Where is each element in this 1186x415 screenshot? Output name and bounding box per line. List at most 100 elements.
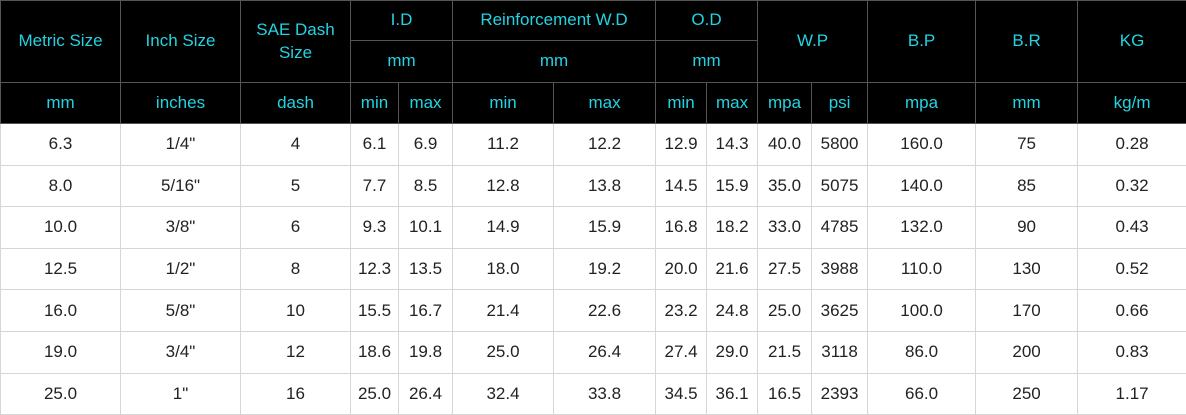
unit-cell: min <box>655 82 708 124</box>
data-cell: 12 <box>240 330 351 374</box>
data-row: 6.3 1/4" 4 6.1 6.9 11.2 12.2 12.9 14.3 40.0 5800 16… <box>0 123 1186 166</box>
unit-cell: mpa <box>867 82 977 124</box>
data-cell: 5075 <box>811 164 869 208</box>
data-cell: 8 <box>240 247 351 291</box>
data-cell: 100.0 <box>867 289 977 332</box>
header-row: mm mm mm <box>1 40 1186 83</box>
unit-cell: psi <box>811 82 869 124</box>
data-cell: 12.9 <box>655 123 708 166</box>
data-cell: 1/4" <box>120 123 241 166</box>
unit-cell: max <box>706 82 759 124</box>
data-cell: 12.3 <box>350 247 399 291</box>
data-cell: 32.4 <box>452 372 555 415</box>
data-cell: 132.0 <box>867 206 977 249</box>
header-unit: mm <box>452 40 657 83</box>
data-cell: 12.2 <box>553 123 657 166</box>
header-cell: B.R <box>975 0 1079 83</box>
data-row: 10.0 3/8" 6 9.3 10.1 14.9 15.9 16.8 18.2 33.0 4785… <box>0 206 1186 249</box>
units-row: mm inches dash min max min max min max mpa psi mpa m… <box>0 82 1186 124</box>
data-cell: 11.2 <box>452 123 555 166</box>
data-cell: 20.0 <box>655 247 708 291</box>
data-cell: 16.7 <box>397 289 454 332</box>
data-cell: 15.9 <box>706 164 759 208</box>
unit-cell: mpa <box>757 82 813 124</box>
header-cell: W.P <box>757 0 869 83</box>
header-cell: KG <box>1077 0 1186 83</box>
header-unit: mm <box>655 40 759 83</box>
data-cell: 19.2 <box>553 247 657 291</box>
data-cell: 4 <box>240 123 351 166</box>
data-cell: 0.43 <box>1077 206 1186 249</box>
data-cell: 0.83 <box>1077 330 1186 374</box>
data-cell: 25.0 <box>0 372 121 415</box>
data-cell: 15.9 <box>553 206 657 249</box>
header-unit: mm <box>349 40 454 83</box>
unit-cell: inches <box>120 82 241 124</box>
data-cell: 24.8 <box>706 289 759 332</box>
data-cell: 0.32 <box>1077 164 1186 208</box>
data-cell: 170 <box>975 289 1079 332</box>
data-cell: 23.2 <box>655 289 708 332</box>
data-cell: 9.3 <box>350 206 399 249</box>
header-cell: SAE Dash Size <box>240 0 351 83</box>
data-cell: 18.2 <box>706 206 759 249</box>
unit-cell: min <box>350 82 399 124</box>
data-cell: 21.6 <box>706 247 759 291</box>
data-cell: 130 <box>975 247 1079 291</box>
data-cell: 6.1 <box>350 123 399 166</box>
data-cell: 14.3 <box>706 123 759 166</box>
data-cell: 3988 <box>811 247 869 291</box>
data-cell: 16.0 <box>0 289 121 332</box>
data-cell: 250 <box>975 372 1079 415</box>
data-cell: 29.0 <box>706 330 759 374</box>
data-cell: 21.5 <box>757 330 813 374</box>
data-cell: 36.1 <box>706 372 759 415</box>
data-cell: 90 <box>975 206 1079 249</box>
unit-cell: max <box>397 82 454 124</box>
data-cell: 27.4 <box>655 330 708 374</box>
data-cell: 160.0 <box>867 123 977 166</box>
data-cell: 1/2" <box>120 247 241 291</box>
data-cell: 21.4 <box>452 289 555 332</box>
data-cell: 16.5 <box>757 372 813 415</box>
data-cell: 33.8 <box>553 372 657 415</box>
header-cell: B.P <box>867 0 977 83</box>
data-cell: 5/8" <box>120 289 241 332</box>
data-cell: 40.0 <box>757 123 813 166</box>
data-cell: 3/4" <box>120 330 241 374</box>
data-cell: 13.5 <box>397 247 454 291</box>
header-cell: I.D <box>349 0 454 41</box>
data-cell: 75 <box>975 123 1079 166</box>
data-cell: 85 <box>975 164 1079 208</box>
data-cell: 8.0 <box>0 164 121 208</box>
data-cell: 6.9 <box>397 123 454 166</box>
unit-cell: max <box>553 82 657 124</box>
data-cell: 66.0 <box>867 372 977 415</box>
data-cell: 16 <box>240 372 351 415</box>
data-cell: 25.0 <box>757 289 813 332</box>
data-cell: 15.5 <box>350 289 399 332</box>
data-cell: 25.0 <box>350 372 399 415</box>
data-cell: 3/8" <box>120 206 241 249</box>
data-cell: 5/16" <box>120 164 241 208</box>
data-cell: 12.5 <box>0 247 121 291</box>
data-cell: 35.0 <box>757 164 813 208</box>
data-cell: 110.0 <box>867 247 977 291</box>
data-cell: 86.0 <box>867 330 977 374</box>
data-cell: 12.8 <box>452 164 555 208</box>
data-cell: 6 <box>240 206 351 249</box>
unit-cell: dash <box>240 82 351 124</box>
unit-cell: min <box>452 82 555 124</box>
data-cell: 0.52 <box>1077 247 1186 291</box>
data-cell: 4785 <box>811 206 869 249</box>
header-row: Metric Size Inch Size SAE Dash Size I.D … <box>0 0 1186 83</box>
data-row: 8.0 5/16" 5 7.7 8.5 12.8 13.8 14.5 15.9 35.0 5075 1… <box>0 164 1186 208</box>
data-cell: 140.0 <box>867 164 977 208</box>
data-cell: 5 <box>240 164 351 208</box>
data-cell: 10.1 <box>397 206 454 249</box>
data-cell: 14.5 <box>655 164 708 208</box>
data-cell: 0.28 <box>1077 123 1186 166</box>
data-cell: 34.5 <box>655 372 708 415</box>
